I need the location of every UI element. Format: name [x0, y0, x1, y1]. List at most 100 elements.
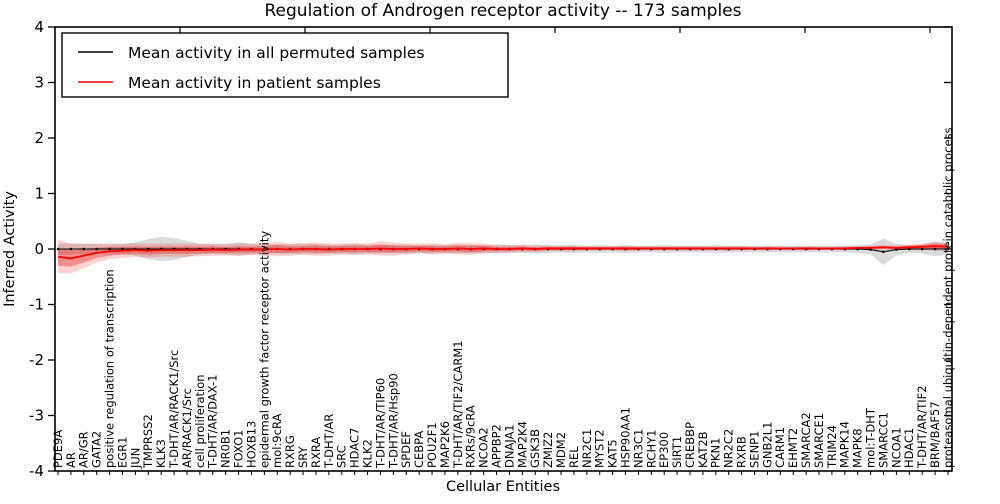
x-tick-label: KAT5	[606, 439, 620, 468]
x-tick-label: MYST2	[593, 429, 607, 468]
x-tick-label: NR3C1	[631, 429, 645, 468]
permuted-mean-marker	[895, 248, 898, 251]
x-tick-label: NCOA2	[477, 427, 491, 468]
x-tick-label: cell proliferation	[193, 374, 207, 468]
x-tick-label: mol:9cRA	[270, 414, 284, 468]
x-tick-label: APPBP2	[489, 424, 503, 468]
legend-label-permuted: Mean activity in all permuted samples	[128, 44, 425, 62]
x-tick-label: EGR1	[115, 437, 129, 469]
y-tick-label: 0	[34, 240, 44, 258]
x-tick-label: MDM2	[554, 432, 568, 468]
x-tick-label: MAP2K4	[515, 421, 529, 468]
permuted-mean-marker	[882, 250, 885, 254]
band-layer	[58, 236, 948, 274]
x-tick-label: AR/GR	[77, 431, 91, 468]
legend-label-patient: Mean activity in patient samples	[128, 74, 381, 92]
x-tick-label: CARM1	[773, 427, 787, 468]
x-tick-label: mol:T-DHT	[864, 407, 878, 468]
x-tick-label: TRIM24	[825, 425, 839, 469]
x-tick-label: T-DHT/AR/TIP60	[373, 378, 387, 469]
x-tick-label: NCOA1	[889, 427, 903, 468]
y-tick-label: -2	[29, 351, 44, 369]
x-tick-label: ZMIZ2	[541, 432, 555, 468]
x-tick-label: NR2C2	[722, 429, 736, 468]
x-tick-label: RXRs/9cRA	[464, 405, 478, 468]
x-tick-label: GNB2L1	[760, 422, 774, 468]
permuted-band	[58, 236, 948, 266]
permuted-mean-marker	[121, 247, 124, 251]
x-tick-label: SRC	[335, 445, 349, 468]
x-tick-label: T-DHT/AR/Hsp90	[386, 373, 400, 469]
x-tick-label: PKN1	[709, 438, 723, 468]
x-tick-label: T-DHT/AR/RACK1/Src	[167, 350, 181, 469]
permuted-mean-marker	[933, 247, 937, 251]
x-tick-label: MAP2K6	[438, 421, 452, 468]
x-tick-label: GATA2	[90, 431, 104, 468]
y-tick-label: 1	[34, 185, 44, 203]
x-tick-label: MAPK8	[851, 428, 865, 468]
x-tick-label: EP300	[657, 432, 671, 468]
permuted-mean-marker	[69, 247, 73, 251]
x-tick-label: TMPRSS2	[141, 414, 155, 469]
legend-box	[61, 32, 509, 98]
x-tick-label: T-DHT/AR	[322, 414, 336, 469]
permuted-mean-marker	[869, 248, 872, 251]
y-tick-label: 3	[34, 74, 44, 92]
x-tick-label: HSP90AA1	[618, 407, 632, 468]
permuted-mean-marker	[56, 247, 60, 251]
permuted-mean-marker	[920, 247, 924, 251]
x-tick-label: MAPK14	[838, 421, 852, 468]
patient-mean-line	[57, 245, 949, 260]
x-tick-label: CREBBP	[683, 422, 697, 468]
x-tick-label: SMARCE1	[812, 413, 826, 468]
x-tick-label: CEBPA	[412, 431, 426, 468]
x-tick-label: EHMT2	[786, 428, 800, 468]
permuted-mean-marker	[908, 247, 911, 251]
x-tick-label: T-DHT/AR/TIF2/CARM1	[451, 340, 465, 469]
x-tick-label: HOXB13	[244, 421, 258, 468]
x-tick-label: POU2F1	[425, 422, 439, 468]
x-tick-label: SPDEF	[399, 431, 413, 468]
permuted-mean-marker	[82, 247, 86, 251]
y-tick-label: 4	[34, 18, 44, 36]
y-axis-label: Inferred Activity	[2, 191, 18, 307]
permuted-mean-marker	[108, 247, 111, 251]
x-tick-label: SIRT1	[670, 436, 684, 468]
x-axis-label: Cellular Entities	[446, 479, 560, 495]
x-tick-label: HDAC7	[348, 428, 362, 468]
x-tick-label: SMARCC1	[876, 412, 890, 468]
legend: Mean activity in all permuted samples Me…	[61, 32, 509, 98]
x-tick-label: RCHY1	[644, 430, 658, 468]
x-tick-label: KAT2B	[696, 431, 710, 468]
x-tick-label: SRY	[296, 445, 310, 468]
y-tick-label: 2	[34, 129, 44, 147]
plot-frame	[54, 26, 953, 472]
x-tick-label: T-DHT/AR/TIF2	[915, 385, 929, 469]
x-tick-label: RXRG	[283, 435, 297, 468]
permuted-mean-marker	[146, 247, 150, 251]
x-tick-label: RXRB	[735, 436, 749, 468]
y-tick-label: -3	[29, 407, 44, 425]
x-tick-label: proteasomal ubiquitin-dependent protein …	[941, 127, 955, 468]
y-tick-label: -1	[29, 296, 44, 314]
x-tick-label: REL	[567, 446, 581, 468]
chart-title: Regulation of Androgen receptor activity…	[265, 1, 742, 21]
x-tick-label: BRM/BAF57	[928, 401, 942, 468]
y-tick-label: -4	[29, 462, 44, 480]
x-tick-label: NR0B1	[219, 429, 233, 468]
x-tick-label: T-DHT/AR/DAX-1	[206, 374, 220, 469]
x-tick-label: GSK3B	[528, 429, 542, 468]
x-tick-label: FOXO1	[231, 430, 245, 468]
x-tick-label: RXRA	[309, 437, 323, 468]
x-tick-label: AR/RACK1/Src	[180, 388, 194, 468]
permuted-mean-marker	[95, 247, 98, 251]
x-tick-label: SENP1	[747, 431, 761, 468]
x-tick-label: NR2C1	[580, 429, 594, 468]
x-tick-label: PDE9A	[51, 430, 65, 468]
x-tick-label: KLK2	[360, 439, 374, 468]
x-tick-label: DNAJA1	[502, 424, 516, 468]
x-tick-label: HDAC1	[902, 428, 916, 468]
x-tick-label: KLK3	[154, 439, 168, 468]
